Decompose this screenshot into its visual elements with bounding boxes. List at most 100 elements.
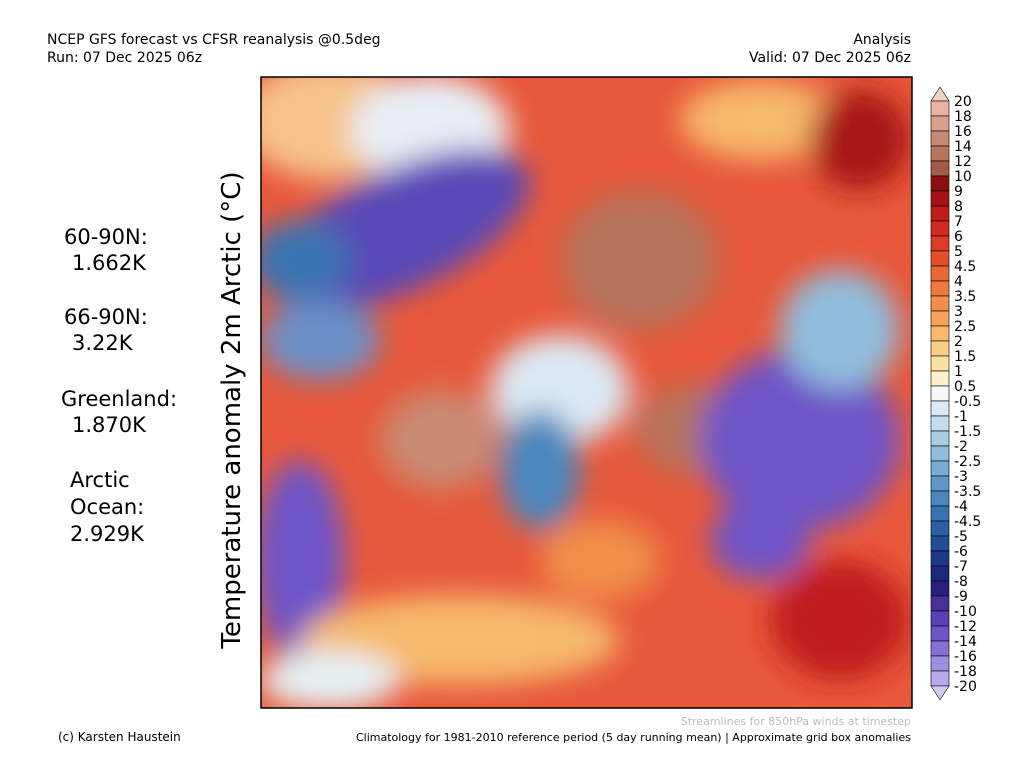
colorbar-label: 8 — [954, 199, 963, 215]
colorbar-label: -6 — [954, 544, 968, 560]
stat-value: 1.662K — [72, 251, 147, 275]
colorbar-label: 1 — [954, 364, 963, 380]
header-line: NCEP GFS forecast vs CFSR reanalysis @0.… — [47, 32, 381, 48]
colorbar-swatch — [930, 625, 950, 642]
colorbar-swatch — [930, 490, 950, 507]
colorbar-swatch — [930, 550, 950, 567]
colorbar-label: -1 — [954, 409, 968, 425]
colorbar-label: -10 — [954, 604, 977, 620]
footer-right: Climatology for 1981-2010 reference peri… — [356, 731, 911, 744]
colorbar-swatch — [930, 415, 950, 432]
colorbar-swatch — [930, 535, 950, 552]
colorbar-label: -12 — [954, 619, 977, 635]
colorbar-swatch — [930, 250, 950, 267]
colorbar-label: 3 — [954, 304, 963, 320]
colorbar-swatch — [930, 610, 950, 627]
colorbar-label: 14 — [954, 139, 972, 155]
header-line: Analysis — [853, 32, 911, 48]
colorbar-label: -20 — [954, 679, 977, 695]
colorbar-label: 9 — [954, 184, 963, 200]
colorbar-triangle — [930, 685, 950, 701]
colorbar-label: 20 — [954, 94, 972, 110]
colorbar-swatch — [930, 205, 950, 222]
colorbar-label: 10 — [954, 169, 972, 185]
colorbar-label: -0.5 — [954, 394, 981, 410]
colorbar-label: -2.5 — [954, 454, 981, 470]
colorbar-swatch — [930, 130, 950, 147]
colorbar-label: -4 — [954, 499, 968, 515]
colorbar-label: 7 — [954, 214, 963, 230]
colorbar-label: -2 — [954, 439, 968, 455]
colorbar-swatch — [930, 145, 950, 162]
colorbar: 201816141210987654.543.532.521.510.5-0.5… — [930, 86, 981, 701]
colorbar-label: -4.5 — [954, 514, 981, 530]
header-line: Run: 07 Dec 2025 06z — [47, 50, 202, 66]
colorbar-swatch — [930, 235, 950, 252]
colorbar-swatch — [930, 355, 950, 372]
vertical-title: Temperature anomaly 2m Arctic (°C) — [217, 171, 247, 649]
colorbar-label: 2 — [954, 334, 963, 350]
colorbar-swatch — [930, 505, 950, 522]
colorbar-label: 2.5 — [954, 319, 976, 335]
colorbar-label: 4 — [954, 274, 963, 290]
colorbar-label: -9 — [954, 589, 968, 605]
colorbar-swatch — [930, 475, 950, 492]
colorbar-swatch — [930, 445, 950, 462]
stat-value: 3.22K — [72, 331, 134, 355]
colorbar-swatch — [930, 385, 950, 402]
map-frame — [260, 76, 913, 709]
colorbar-label: 5 — [954, 244, 963, 260]
footer-note: Streamlines for 850hPa winds at timestep — [681, 715, 911, 728]
colorbar-label: 12 — [954, 154, 972, 170]
colorbar-swatch — [930, 640, 950, 657]
colorbar-swatch — [930, 295, 950, 312]
colorbar-swatch — [930, 430, 950, 447]
colorbar-swatch — [930, 595, 950, 612]
stat-region: 60-90N: — [64, 225, 148, 249]
colorbar-swatch — [930, 280, 950, 297]
stat-value: 1.870K — [72, 413, 147, 437]
colorbar-label: 0.5 — [954, 379, 976, 395]
colorbar-swatch — [930, 325, 950, 342]
stat-region: Ocean: — [70, 495, 144, 519]
colorbar-label: 6 — [954, 229, 963, 245]
colorbar-label: 3.5 — [954, 289, 976, 305]
stats: 60-90N: 1.662K 66-90N: 3.22K Greenland: … — [61, 225, 177, 546]
map — [261, 77, 912, 708]
stat-region: Arctic — [70, 468, 130, 492]
colorbar-label: -18 — [954, 664, 977, 680]
colorbar-swatch — [930, 460, 950, 477]
colorbar-label: -8 — [954, 574, 968, 590]
colorbar-swatch — [930, 670, 950, 687]
footer-left: (c) Karsten Haustein — [58, 730, 181, 744]
colorbar-label: 4.5 — [954, 259, 976, 275]
stat-value: 2.929K — [70, 522, 145, 546]
colorbar-swatch — [930, 400, 950, 417]
colorbar-swatch — [930, 265, 950, 282]
colorbar-swatch — [930, 115, 950, 132]
colorbar-swatch — [930, 100, 950, 117]
colorbar-triangle — [930, 86, 950, 102]
colorbar-label: 18 — [954, 109, 972, 125]
colorbar-swatch — [930, 310, 950, 327]
colorbar-label: -5 — [954, 529, 968, 545]
colorbar-label: -3.5 — [954, 484, 981, 500]
colorbar-swatch — [930, 370, 950, 387]
colorbar-swatch — [930, 565, 950, 582]
stat-region: Greenland: — [61, 387, 177, 411]
colorbar-label: -3 — [954, 469, 968, 485]
colorbar-swatch — [930, 340, 950, 357]
stat-region: 66-90N: — [64, 305, 148, 329]
colorbar-swatch — [930, 580, 950, 597]
colorbar-swatch — [930, 160, 950, 177]
colorbar-label: -16 — [954, 649, 977, 665]
colorbar-swatch — [930, 220, 950, 237]
colorbar-swatch — [930, 520, 950, 537]
colorbar-label: -1.5 — [954, 424, 981, 440]
colorbar-swatch — [930, 655, 950, 672]
colorbar-swatch — [930, 190, 950, 207]
colorbar-label: -14 — [954, 634, 977, 650]
colorbar-label: 1.5 — [954, 349, 976, 365]
colorbar-swatch — [930, 175, 950, 192]
